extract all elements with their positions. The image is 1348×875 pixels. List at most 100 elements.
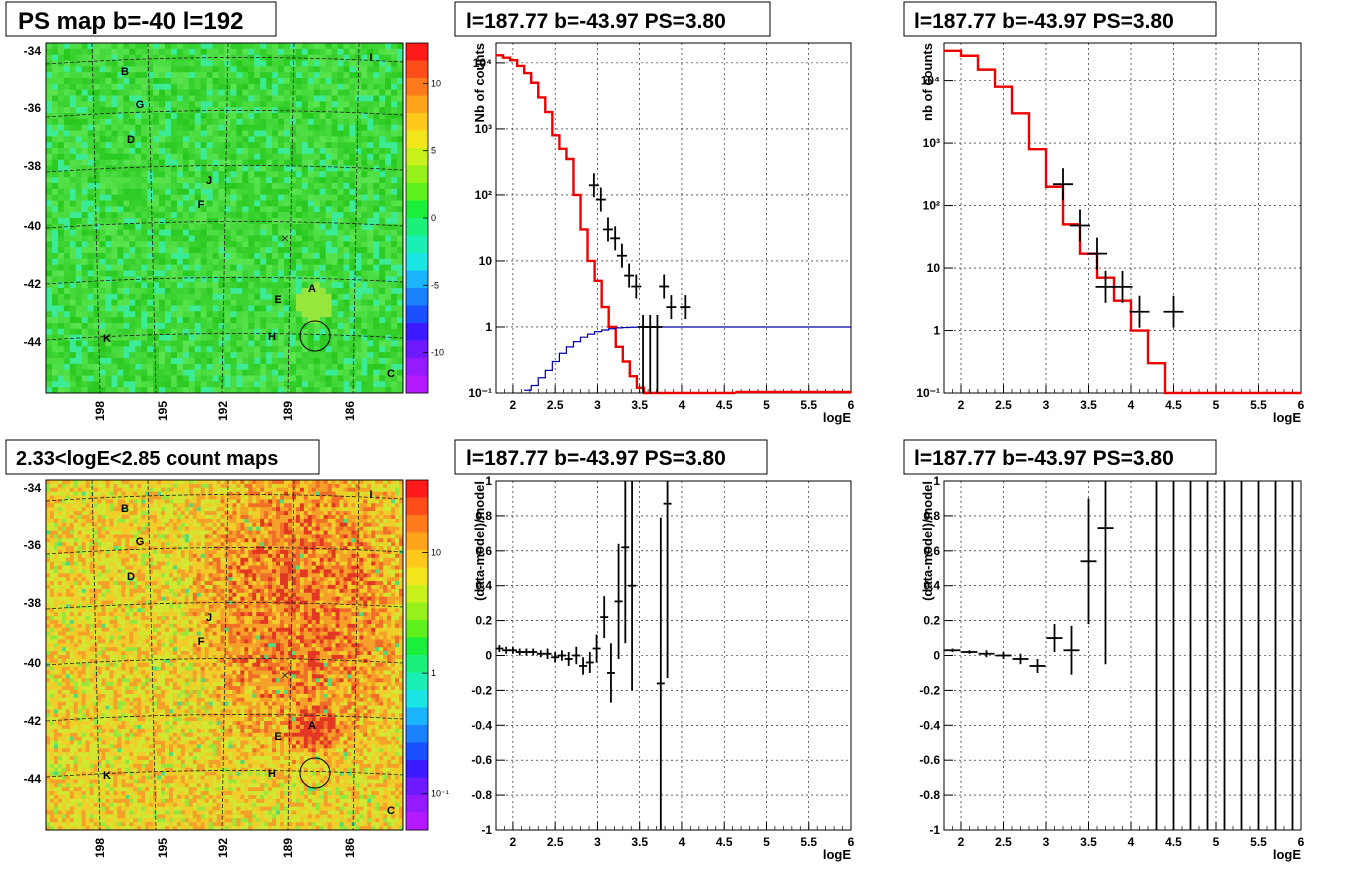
map-pixel — [391, 194, 398, 201]
map-pixel — [188, 188, 196, 196]
map-pixel — [51, 142, 59, 149]
map-pixel — [295, 293, 303, 301]
map-pixel — [349, 89, 356, 96]
map-pixel — [153, 253, 160, 260]
map-pixel — [218, 183, 225, 190]
map-pixel — [284, 101, 291, 108]
map-pixel — [135, 247, 142, 254]
map-pixel — [51, 323, 59, 330]
map-pixel — [170, 218, 178, 225]
map-pixel — [129, 229, 136, 236]
map-pixel — [284, 270, 291, 277]
map-pixel — [135, 60, 142, 67]
map-pixel — [284, 340, 291, 347]
map-pixel — [46, 223, 53, 231]
map-pixel — [391, 241, 398, 248]
map-pixel — [224, 83, 231, 91]
map-pixel — [327, 487, 332, 493]
map-pixel — [295, 153, 303, 161]
map-pixel — [349, 305, 356, 312]
map-pixel — [123, 299, 130, 306]
map-pixel — [325, 270, 332, 277]
map-pixel — [75, 247, 83, 254]
map-pixel — [260, 276, 267, 283]
map-pixel — [87, 113, 94, 120]
map-pixel — [65, 515, 71, 520]
map-pixel — [337, 130, 344, 137]
map-pixel — [105, 130, 112, 137]
map-pixel — [391, 270, 398, 277]
map-pixel — [236, 48, 243, 56]
map-pixel — [121, 499, 126, 504]
map-pixel — [367, 381, 374, 388]
map-pixel — [301, 293, 309, 301]
map-pixel — [141, 323, 148, 330]
map-pixel — [153, 48, 160, 56]
map-pixel — [319, 235, 327, 242]
map-pixel — [218, 223, 225, 231]
map-pixel — [325, 148, 332, 155]
map-pixel — [57, 253, 65, 260]
map-pixel — [349, 334, 356, 341]
map-pixel — [216, 483, 221, 489]
map-pixel — [295, 60, 303, 67]
map-pixel — [367, 113, 374, 120]
map-pixel — [287, 480, 293, 485]
map-pixel — [224, 311, 231, 318]
map-pixel — [391, 218, 398, 225]
map-pixel — [264, 503, 269, 508]
map-pixel — [248, 317, 255, 324]
map-pixel — [165, 118, 172, 126]
map-pixel — [147, 223, 154, 231]
map-pixel — [313, 72, 321, 79]
map-pixel — [168, 522, 174, 528]
map-pixel — [391, 495, 396, 500]
map-pixel — [105, 159, 112, 166]
map-pixel — [165, 60, 172, 67]
map-pixel — [367, 188, 374, 196]
map-pixel — [87, 124, 94, 131]
map-pixel — [176, 299, 184, 306]
map-pixel — [204, 511, 210, 516]
map-pixel — [254, 241, 261, 248]
map-pixel — [165, 89, 172, 96]
map-pixel — [252, 522, 257, 528]
map-pixel — [111, 136, 118, 143]
map-pixel — [99, 95, 106, 102]
map-pixel — [81, 340, 89, 347]
map-pixel — [307, 299, 315, 306]
map-pixel — [129, 293, 136, 301]
map-pixel — [192, 507, 198, 512]
map-pixel — [325, 212, 332, 219]
map-pixel — [200, 507, 206, 512]
map-pixel — [51, 317, 59, 324]
map-pixel — [147, 218, 154, 225]
map-pixel — [397, 48, 404, 56]
map-pixel — [188, 43, 196, 50]
map-pixel — [182, 241, 190, 248]
map-pixel — [325, 118, 332, 126]
map-pixel — [391, 247, 398, 254]
map-pixel — [212, 83, 219, 91]
map-pixel — [46, 480, 51, 485]
map-pixel — [315, 480, 321, 485]
map-pixel — [331, 113, 338, 120]
map-pixel — [331, 480, 336, 485]
map-pixel — [117, 352, 124, 359]
map-pixel — [349, 107, 356, 114]
map-pixel — [242, 340, 249, 347]
map-pixel — [141, 381, 148, 388]
map-pixel — [343, 118, 350, 126]
map-pixel — [125, 483, 130, 489]
map-pixel — [397, 317, 404, 324]
map-pixel — [397, 183, 404, 190]
map-pixel — [188, 293, 196, 301]
map-pixel — [301, 78, 309, 85]
map-pixel — [260, 212, 267, 219]
map-pixel — [75, 165, 83, 172]
map-pixel — [397, 229, 404, 236]
map-pixel — [236, 369, 243, 376]
map-pixel — [87, 159, 94, 166]
map-pixel — [379, 200, 386, 207]
map-pixel — [141, 130, 148, 137]
